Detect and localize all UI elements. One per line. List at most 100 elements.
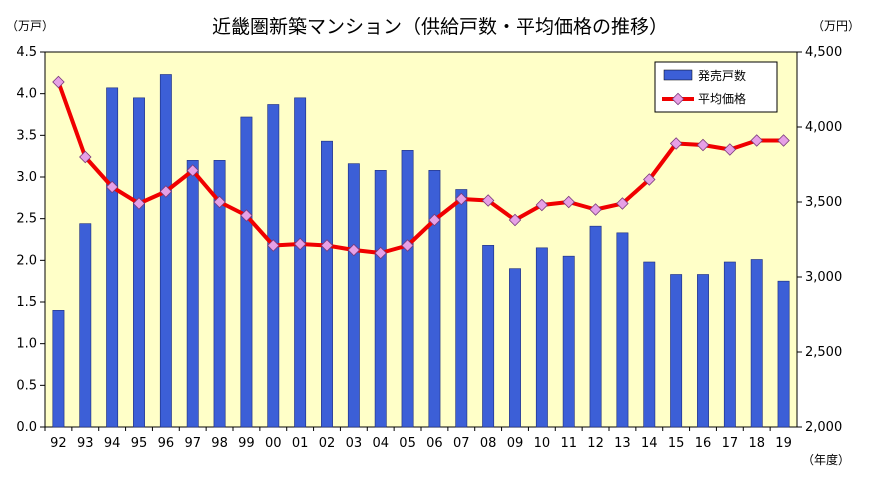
legend-line-marker (671, 92, 685, 106)
price-point (347, 243, 361, 257)
legend-bar-label: 発売戸数 (698, 68, 746, 83)
bar (455, 189, 468, 428)
x-tick-label: 06 (426, 436, 443, 451)
x-tick-label: 04 (372, 436, 389, 451)
bar (52, 310, 65, 428)
bar (509, 268, 521, 428)
left-tick-label: 4.5 (16, 45, 37, 60)
bar (562, 255, 575, 428)
right-tick-label: 2,500 (805, 345, 842, 360)
price-point (320, 239, 334, 252)
price-point (186, 164, 199, 177)
bar (723, 261, 736, 428)
legend-line-label: 平均価格 (698, 91, 746, 106)
right-tick-label: 4,500 (805, 45, 842, 60)
bar (643, 261, 656, 428)
legend: 発売戸数 平均価格 (654, 61, 778, 113)
bar (482, 245, 495, 428)
x-tick-label: 98 (211, 436, 228, 451)
price-point (428, 213, 441, 227)
bar (321, 140, 333, 428)
legend-bar-swatch (663, 69, 693, 81)
bar (294, 97, 307, 428)
bar (213, 160, 226, 428)
line-series (52, 75, 790, 260)
x-tick-label: 14 (641, 436, 658, 451)
bar (240, 116, 253, 428)
x-tick-label: 17 (722, 436, 739, 451)
bar (79, 223, 92, 428)
bar (133, 97, 145, 428)
chart-title: 近畿圏新築マンション（供給戸数・平均価格の推移） (212, 16, 668, 38)
price-point (750, 134, 763, 147)
price-point (481, 194, 495, 207)
bar (186, 160, 199, 428)
bar (535, 247, 548, 428)
x-tick-label: 93 (77, 436, 94, 451)
x-tick-label: 94 (104, 436, 121, 451)
x-tick-label: 00 (265, 436, 282, 451)
left-tick-label: 3.5 (16, 128, 37, 143)
x-tick-label: 08 (480, 436, 497, 451)
x-tick-label: 02 (319, 436, 336, 451)
bar-series (52, 74, 790, 428)
left-axis: 0.0 0.5 1.0 1.5 2.0 2.5 3.0 3.5 4.0 4.5 (16, 45, 45, 435)
right-tick-label: 4,000 (805, 120, 842, 135)
price-point (401, 239, 414, 252)
x-tick-label: 07 (453, 436, 470, 451)
price-point (293, 237, 307, 251)
right-tick-label: 3,000 (805, 270, 842, 285)
left-tick-label: 4.0 (16, 87, 37, 102)
x-tick-label: 92 (50, 436, 67, 451)
price-point (616, 197, 629, 210)
left-axis-unit: （万戸） (6, 19, 54, 33)
price-point (52, 75, 65, 89)
bar (589, 225, 602, 428)
x-tick-label: 09 (507, 436, 524, 451)
bar (401, 150, 414, 428)
bar (428, 170, 441, 428)
price-point (723, 143, 737, 156)
price-point (777, 134, 790, 147)
left-tick-label: 1.5 (16, 295, 37, 310)
x-tick-label: 03 (346, 436, 363, 451)
x-tick-label: 18 (748, 436, 765, 451)
bar (777, 280, 790, 428)
bar (347, 163, 360, 428)
price-point (455, 192, 468, 206)
x-tick-label: 10 (534, 436, 551, 451)
right-tick-label: 2,000 (805, 420, 842, 435)
x-tick-label: 12 (587, 436, 604, 451)
price-point (562, 195, 575, 209)
bar (159, 74, 172, 428)
price-point (267, 239, 280, 252)
bar (267, 104, 280, 428)
price-point (159, 185, 173, 198)
x-tick-label: 96 (158, 436, 175, 451)
x-tick-label: 05 (399, 436, 416, 451)
x-axis: 92 93 94 95 96 97 98 99 00 01 02 03 04 05 06 07 08 09 10 11… (44, 427, 792, 451)
bar (750, 259, 763, 428)
price-point (508, 213, 522, 227)
price-point (374, 246, 387, 260)
price-point (132, 197, 146, 210)
bar (106, 87, 119, 428)
x-tick-label: 95 (131, 436, 148, 451)
price-point (696, 138, 710, 152)
right-tick-label: 3,500 (805, 195, 842, 210)
left-tick-label: 0.0 (16, 420, 37, 435)
price-point (669, 137, 683, 150)
left-tick-label: 1.0 (16, 337, 37, 352)
price-point (535, 198, 549, 212)
left-tick-label: 2.5 (16, 212, 37, 227)
bar (670, 274, 683, 428)
price-point (589, 203, 602, 216)
left-tick-label: 2.0 (16, 253, 37, 268)
bar (374, 170, 387, 428)
left-tick-label: 3.0 (16, 170, 37, 185)
price-line (56, 81, 784, 255)
x-tick-label: 16 (695, 436, 712, 451)
price-point (643, 173, 656, 186)
x-tick-label: 15 (668, 436, 685, 451)
